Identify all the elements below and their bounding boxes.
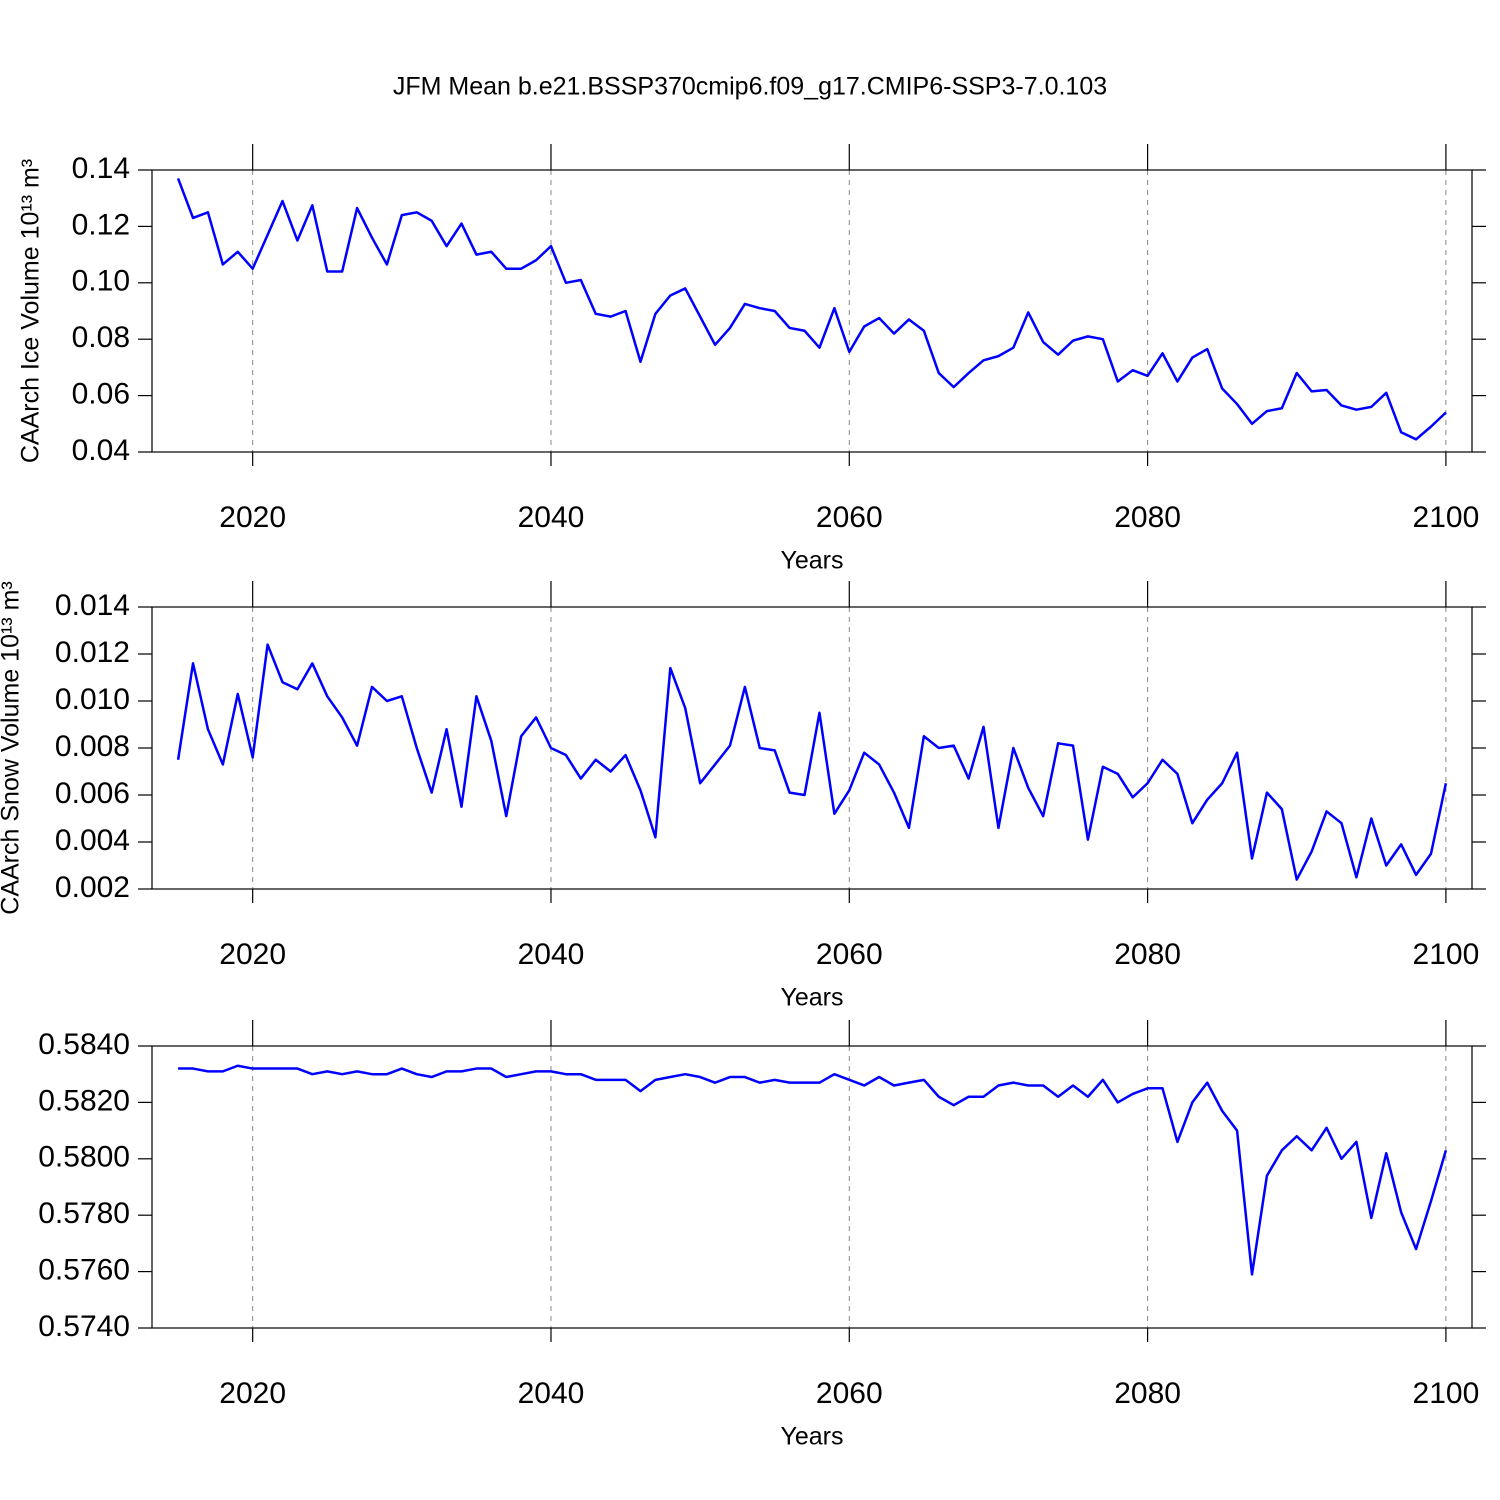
x-tick-label: 2020 (219, 501, 286, 534)
y-tick-label: 0.5740 (38, 1310, 130, 1343)
x-tick-label: 2040 (518, 1377, 585, 1410)
x-tick-label: 2100 (1413, 501, 1480, 534)
x-tick-label: 2020 (219, 938, 286, 971)
y-axis-label: CAArch Snow Volume 10¹³ m³ (0, 581, 25, 914)
y-tick-label: 0.14 (72, 152, 130, 185)
x-axis-label: Years (780, 984, 843, 1012)
plot-frame (151, 169, 1473, 453)
x-axis-label: Years (780, 547, 843, 575)
figure-title: JFM Mean b.e21.BSSP370cmip6.f09_g17.CMIP… (393, 73, 1107, 101)
y-tick-label: 0.012 (55, 636, 130, 669)
x-tick-label: 2080 (1114, 501, 1181, 534)
y-tick-label: 0.12 (72, 208, 130, 241)
y-tick-label: 0.008 (55, 730, 130, 763)
x-tick-label: 2060 (816, 938, 883, 971)
x-tick-label: 2040 (518, 938, 585, 971)
x-tick-label: 2060 (816, 1377, 883, 1410)
panel: 2020 2040 2060 2080 2100 0.002 0.004 0.006 0.008… (0, 581, 1486, 1012)
y-tick-label: 0.006 (55, 777, 130, 810)
y-axis-label: CAArch Ice Area 10¹³ m² (0, 1051, 17, 1323)
x-tick-label: 2060 (816, 501, 883, 534)
x-tick-label: 2080 (1114, 938, 1181, 971)
panel: 2020 2040 2060 2080 2100 0.04 0.06 0.08 0.10 0.12… (17, 144, 1486, 575)
data-line (176, 178, 1447, 441)
panel: 2020 2040 2060 2080 2100 0.5740 0.5760 0.5780 0.… (0, 1020, 1486, 1451)
x-tick-label: 2080 (1114, 1377, 1181, 1410)
data-line (176, 643, 1448, 881)
y-tick-label: 0.004 (55, 824, 130, 857)
x-tick-label: 2100 (1413, 938, 1480, 971)
plot-frame (151, 606, 1473, 890)
data-line (178, 1064, 1448, 1276)
x-tick-label: 2020 (219, 1377, 286, 1410)
y-tick-label: 0.5800 (38, 1141, 130, 1174)
x-tick-label: 2040 (518, 501, 585, 534)
plot-frame (151, 1045, 1473, 1329)
y-tick-label: 0.10 (72, 265, 130, 298)
y-axis-label: CAArch Ice Volume 10¹³ m³ (17, 159, 45, 463)
x-axis-label: Years (780, 1423, 843, 1451)
y-tick-label: 0.5820 (38, 1084, 130, 1117)
x-tick-label: 2100 (1413, 1377, 1480, 1410)
y-tick-label: 0.5760 (38, 1254, 130, 1287)
y-tick-label: 0.04 (72, 434, 130, 467)
y-tick-label: 0.010 (55, 683, 130, 716)
y-tick-label: 0.5780 (38, 1197, 130, 1230)
y-tick-label: 0.5840 (38, 1028, 130, 1061)
y-tick-label: 0.08 (72, 321, 130, 354)
y-tick-label: 0.002 (55, 871, 130, 904)
y-tick-label: 0.014 (55, 589, 130, 622)
y-tick-label: 0.06 (72, 378, 130, 411)
